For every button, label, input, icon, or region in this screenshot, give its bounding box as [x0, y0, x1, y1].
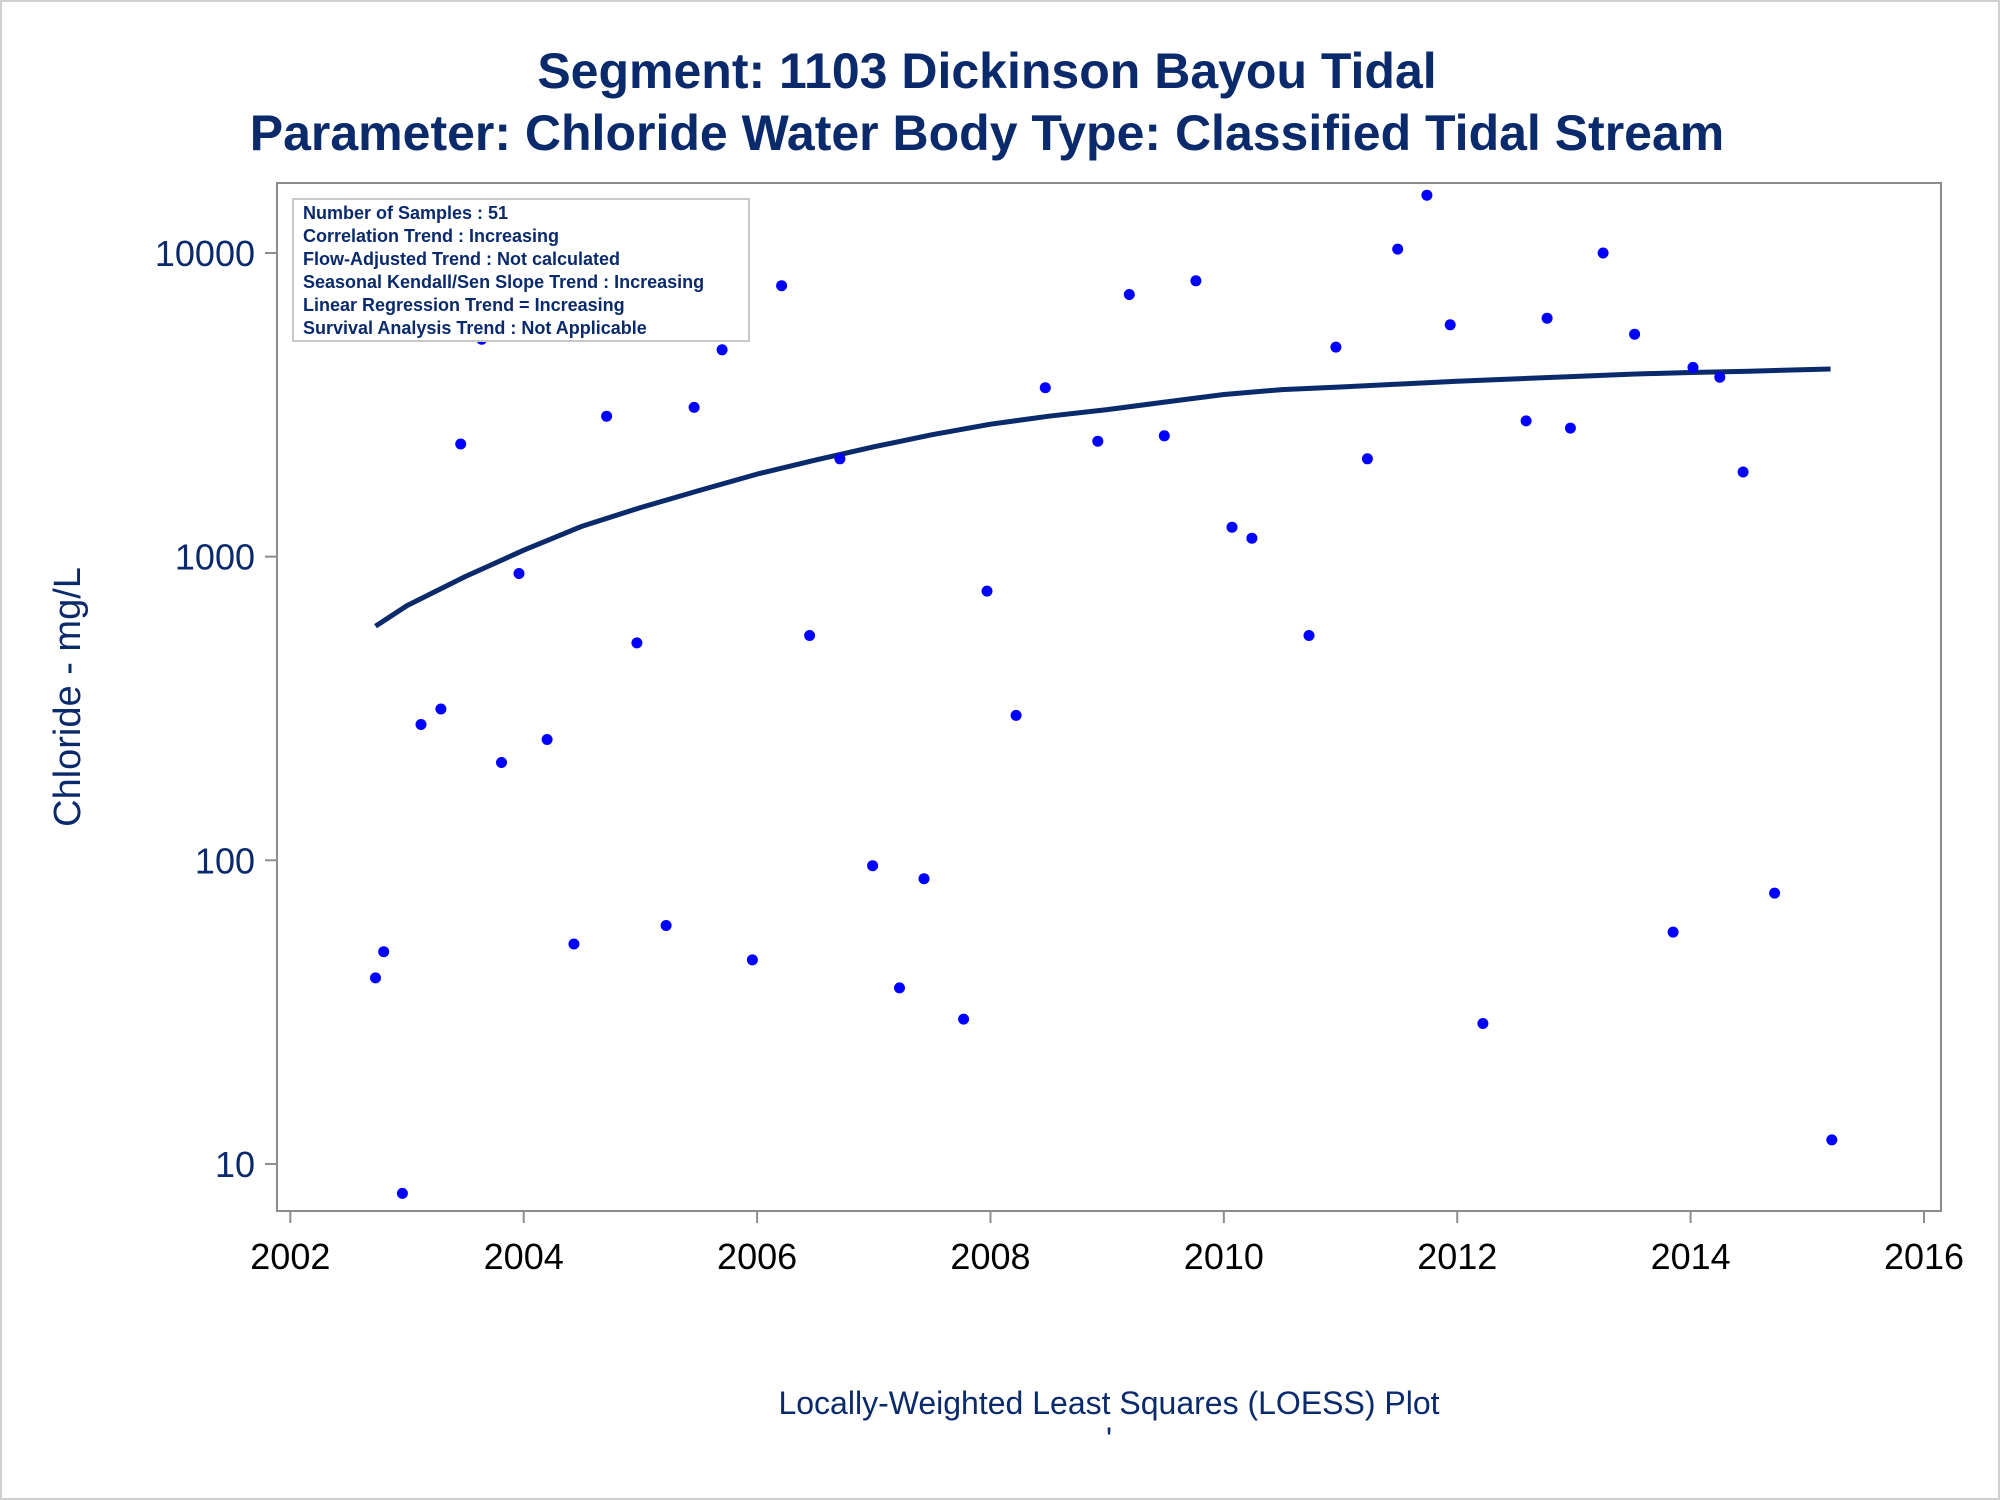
- data-point-32: [1226, 521, 1238, 533]
- data-point-27: [1039, 382, 1051, 394]
- data-point-31: [1190, 275, 1202, 287]
- plot-frame: [276, 182, 1942, 1212]
- data-point-39: [1444, 319, 1456, 331]
- x-tick-label-2010: 2010: [1184, 1236, 1264, 1277]
- data-point-4: [415, 719, 427, 730]
- chart-title: Segment: 1103 Dickinson Bayou Tidal: [537, 43, 1436, 99]
- x-tick-label-2014: 2014: [1651, 1236, 1731, 1277]
- y-axis-label: Chloride - mg/L: [47, 567, 89, 827]
- data-point-5: [435, 703, 447, 715]
- data-point-19: [804, 630, 816, 641]
- data-point-38: [1421, 189, 1433, 201]
- trend-inset-frame: [292, 198, 750, 342]
- data-point-45: [1629, 328, 1641, 340]
- data-point-3: [396, 1187, 408, 1199]
- x-tick-label-2008: 2008: [950, 1236, 1030, 1277]
- inset-line-seasonal-kendall: Seasonal Kendall/Sen Slope Trend : Incre…: [303, 272, 704, 292]
- data-point-23: [918, 873, 930, 885]
- chart-subtitle: Parameter: Chloride Water Body Type: Cla…: [250, 105, 1725, 161]
- x-tick-label-2012: 2012: [1417, 1236, 1497, 1277]
- data-point-9: [513, 568, 525, 579]
- data-point-33: [1246, 532, 1258, 544]
- data-point-44: [1597, 247, 1609, 259]
- data-point-6: [455, 438, 467, 450]
- data-point-18: [776, 280, 788, 292]
- footnote-mark: ': [1106, 1421, 1112, 1457]
- data-point-24: [958, 1013, 970, 1025]
- data-point-43: [1564, 422, 1576, 434]
- y-tick-label-10: 10: [215, 1144, 255, 1185]
- data-point-14: [660, 920, 672, 931]
- data-point-50: [1769, 887, 1781, 899]
- data-point-16: [716, 344, 728, 356]
- inset-line-flow-adjusted: Flow-Adjusted Trend : Not calculated: [303, 249, 620, 269]
- x-tick-label-2002: 2002: [250, 1236, 330, 1277]
- data-point-20: [834, 453, 846, 465]
- x-tick-label-2016: 2016: [1884, 1236, 1964, 1277]
- data-point-36: [1361, 453, 1373, 465]
- data-point-42: [1541, 312, 1553, 324]
- loess-line-layer: [374, 366, 1831, 629]
- x-axis: 2002 2004 2006 2008 2010 2012 2014 2016: [250, 1211, 1964, 1277]
- inset-line-linear-regression: Linear Regression Trend = Increasing: [303, 295, 625, 315]
- data-point-30: [1158, 430, 1170, 442]
- footnote: Locally-Weighted Least Squares (LOESS) P…: [778, 1385, 1439, 1421]
- data-point-11: [568, 938, 580, 950]
- points-layer: [370, 189, 1838, 1199]
- data-point-49: [1737, 466, 1749, 478]
- data-point-37: [1392, 243, 1404, 255]
- x-tick-label-2006: 2006: [717, 1236, 797, 1277]
- data-point-34: [1303, 630, 1315, 641]
- data-point-26: [1010, 709, 1022, 721]
- data-point-1: [370, 972, 381, 984]
- data-point-2: [378, 946, 390, 958]
- data-point-47: [1687, 361, 1699, 373]
- data-point-25: [981, 585, 993, 597]
- x-tick-label-2004: 2004: [484, 1236, 564, 1277]
- data-point-21: [867, 860, 879, 872]
- data-point-12: [601, 410, 613, 422]
- data-point-40: [1477, 1018, 1489, 1029]
- data-point-10: [541, 734, 553, 745]
- data-point-22: [894, 982, 905, 994]
- y-axis: 10 100 1000 10000: [155, 233, 277, 1185]
- inset-line-correlation: Correlation Trend : Increasing: [303, 226, 559, 246]
- y-tick-label-10000: 10000: [155, 233, 255, 274]
- y-tick-label-100: 100: [195, 840, 255, 881]
- inset-line-survival: Survival Analysis Trend : Not Applicable: [303, 318, 647, 338]
- data-point-17: [746, 954, 758, 966]
- y-tick-label-1000: 1000: [175, 537, 255, 578]
- data-point-8: [496, 757, 507, 768]
- data-point-28: [1092, 435, 1104, 447]
- data-point-29: [1123, 289, 1135, 300]
- data-point-51: [1826, 1134, 1838, 1146]
- data-point-46: [1667, 926, 1679, 938]
- data-point-48: [1714, 371, 1726, 383]
- data-point-35: [1330, 341, 1342, 353]
- data-point-41: [1520, 415, 1532, 427]
- loess-curve: [374, 366, 1831, 629]
- data-point-15: [688, 401, 700, 413]
- inset-line-samples: Number of Samples : 51: [303, 203, 508, 223]
- data-point-13: [631, 637, 643, 649]
- trend-inset: Number of Samples : 51 Correlation Trend…: [292, 198, 750, 342]
